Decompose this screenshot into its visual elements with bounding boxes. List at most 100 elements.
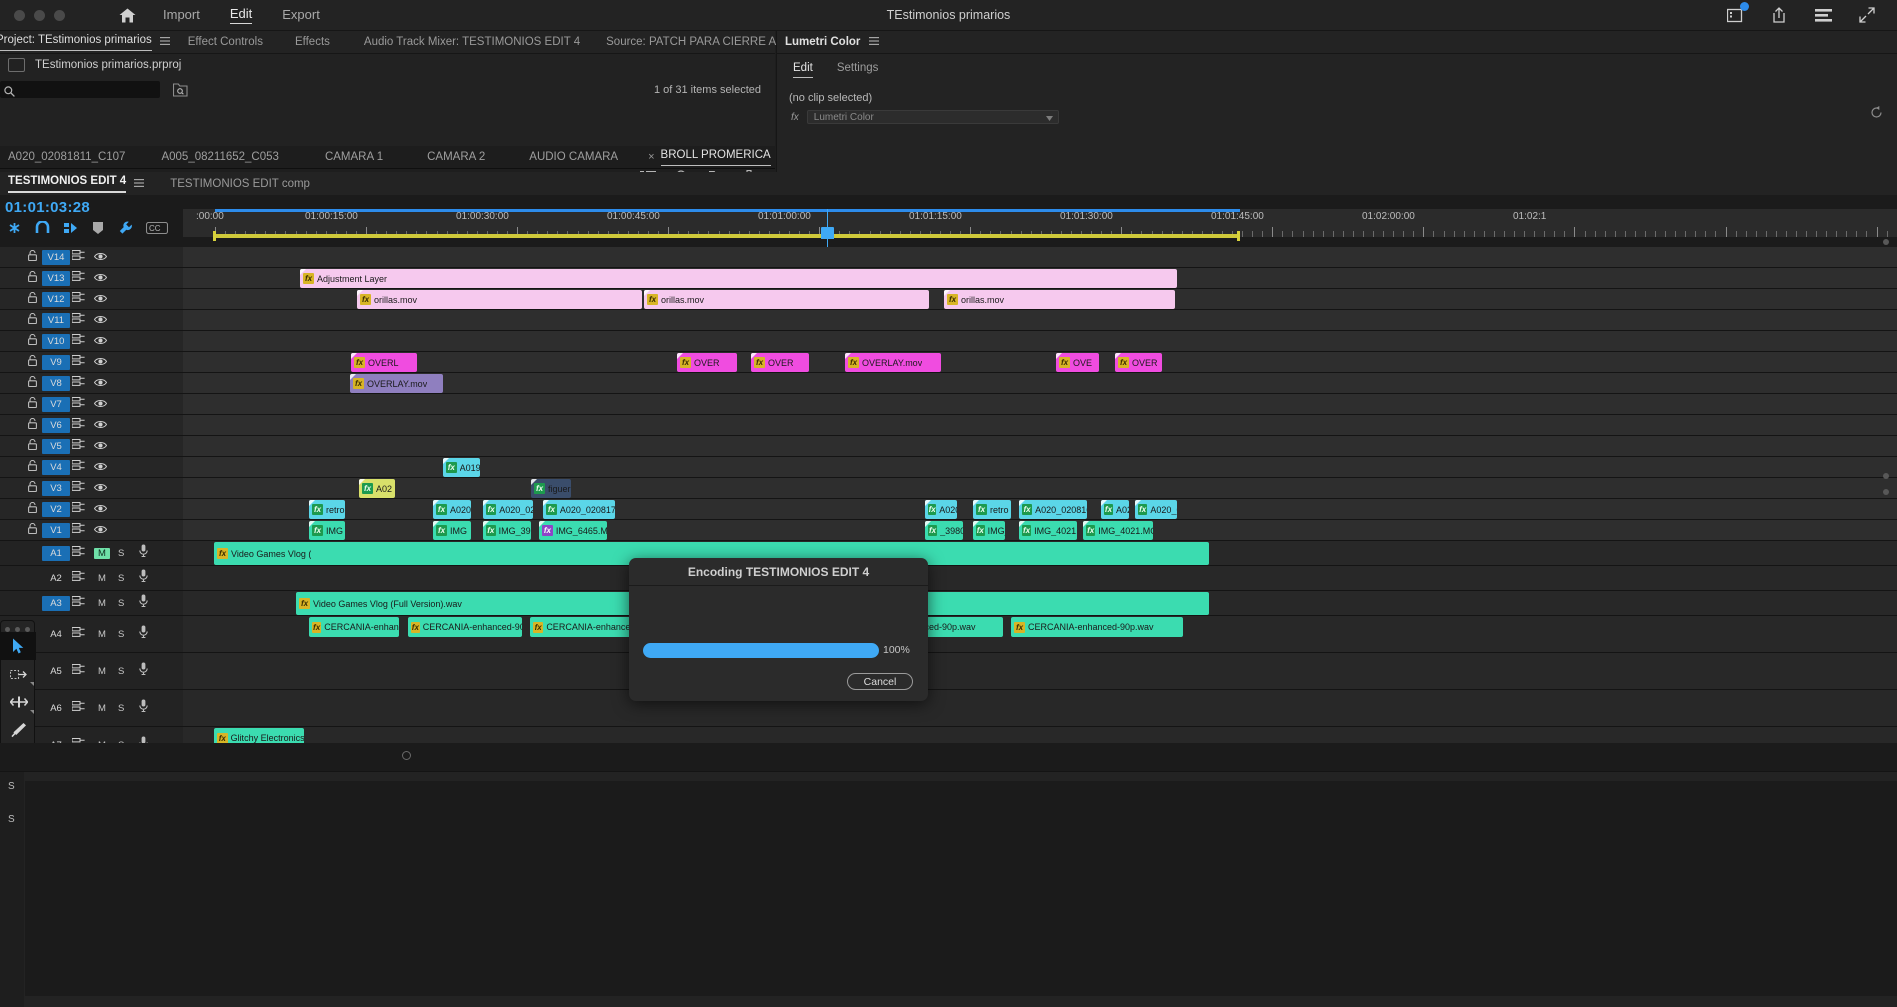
track-lane-a5[interactable] xyxy=(183,653,1897,690)
timeline-clip[interactable]: fx orillas.mov xyxy=(944,290,1175,309)
lock-icon[interactable] xyxy=(26,458,38,476)
main-nav[interactable]: Import Edit Export xyxy=(163,6,320,24)
track-visibility-icon[interactable] xyxy=(93,248,108,266)
track-lane-v11[interactable] xyxy=(183,310,1897,331)
track-header-v12[interactable]: V12 xyxy=(0,289,183,310)
microphone-icon[interactable] xyxy=(139,594,148,612)
solo-button[interactable]: S xyxy=(118,572,125,584)
timeline-clip[interactable]: fx retro xyxy=(973,500,1011,519)
lumetri-tab-settings[interactable]: Settings xyxy=(836,62,879,74)
track-lane-v8[interactable]: fx OVERLAY.mov xyxy=(183,373,1897,394)
timeline-clip[interactable]: fx IMG xyxy=(433,521,471,540)
solo-button[interactable]: S xyxy=(118,665,125,677)
track-visibility-icon[interactable] xyxy=(93,311,108,329)
track-lane-v7[interactable] xyxy=(183,394,1897,415)
sync-lock-icon[interactable] xyxy=(71,625,85,643)
track-visibility-icon[interactable] xyxy=(93,332,108,350)
lumetri-menu-icon[interactable] xyxy=(869,36,880,48)
minimize-button[interactable] xyxy=(34,9,45,21)
timeline-clip[interactable]: fx IMG xyxy=(309,521,345,540)
track-visibility-icon[interactable] xyxy=(93,269,108,287)
track-name-label[interactable]: A1 xyxy=(42,545,70,561)
timeline-clip[interactable]: fx A020 xyxy=(433,500,471,519)
timeline-ruler[interactable]: :00:00 01:00:15:00 01:00:30:00 01:00:45:00 0… xyxy=(183,209,1897,237)
track-name-label[interactable]: V5 xyxy=(42,438,70,454)
track-name-label[interactable]: A5 xyxy=(50,665,62,677)
lock-icon[interactable] xyxy=(26,416,38,434)
bottom-panel-track-heads[interactable]: S S xyxy=(0,772,24,1007)
sequence-tabs[interactable]: TESTIMONIOS EDIT 4 TESTIMONIOS EDIT comp xyxy=(0,172,1897,195)
sync-lock-icon[interactable] xyxy=(71,479,85,497)
source-bin-tabs[interactable]: A020_02081811_C107 A005_08211652_C053 CA… xyxy=(0,146,775,169)
track-visibility-icon[interactable] xyxy=(93,395,108,413)
lock-icon[interactable] xyxy=(26,437,38,455)
lumetri-tabs[interactable]: Edit Settings xyxy=(777,54,1897,78)
timeline-clip[interactable]: fx OVERLAY.mov xyxy=(350,374,443,393)
timeline-clip[interactable]: fx IMG_6465.M xyxy=(539,521,607,540)
lock-icon[interactable] xyxy=(26,311,38,329)
track-name-label[interactable]: V2 xyxy=(42,501,70,517)
solo-button[interactable]: S xyxy=(118,702,125,714)
sync-lock-icon[interactable] xyxy=(71,416,85,434)
microphone-icon[interactable] xyxy=(139,662,148,680)
project-search-box[interactable] xyxy=(0,81,160,98)
sync-lock-icon[interactable] xyxy=(71,353,85,371)
bottom-panel-content[interactable] xyxy=(25,781,1897,996)
sync-lock-icon[interactable] xyxy=(71,500,85,518)
timeline-clip[interactable]: fx OVERLAY.mov xyxy=(845,353,941,372)
sync-lock-icon[interactable] xyxy=(71,374,85,392)
track-lane-a3[interactable]: fx Video Games Vlog (Full Version).wav xyxy=(183,591,1897,616)
tab-project[interactable]: Project: TEstimonios primarios xyxy=(0,34,152,51)
track-visibility-icon[interactable] xyxy=(93,353,108,371)
audio-clip[interactable]: fx Video Games Vlog ( xyxy=(214,542,1209,565)
source-tab-audio-camara[interactable]: AUDIO CAMARA xyxy=(529,151,619,163)
track-header-v6[interactable]: V6 xyxy=(0,415,183,436)
track-header-v13[interactable]: V13 xyxy=(0,268,183,289)
microphone-icon[interactable] xyxy=(139,569,148,587)
project-file-row[interactable]: TEstimonios primarios.prproj xyxy=(0,54,775,76)
mute-button[interactable]: M xyxy=(98,665,106,677)
track-name-label[interactable]: A6 xyxy=(50,702,62,714)
track-lane-a1[interactable]: fx Video Games Vlog ( xyxy=(183,541,1897,566)
timeline-scroll-indicator[interactable] xyxy=(1883,239,1889,245)
snap-to-playhead-icon[interactable] xyxy=(0,218,28,238)
mute-button[interactable]: M xyxy=(98,597,106,609)
timeline-clip[interactable]: fx A019 xyxy=(443,458,480,477)
track-lane-v14[interactable] xyxy=(183,247,1897,268)
tools-panel-grip[interactable] xyxy=(1,627,34,632)
track-lane-v3[interactable]: fx A02 fx figuer xyxy=(183,478,1897,499)
source-tab-broll-promerica[interactable]: BROLL PROMERICA xyxy=(660,149,771,166)
track-lane-v9[interactable]: fx OVERL fx OVER fx OVER fx OVERLAY.mov fx OVE fx O… xyxy=(183,352,1897,373)
track-header-v4[interactable]: V4 xyxy=(0,457,183,478)
mute-button[interactable]: M xyxy=(98,702,106,714)
lumetri-reset-icon[interactable] xyxy=(1870,106,1883,124)
tab-effect-controls[interactable]: Effect Controls xyxy=(187,36,263,48)
sync-lock-icon[interactable] xyxy=(71,458,85,476)
in-out-range-bar[interactable] xyxy=(215,209,1240,212)
source-tab-camara-2[interactable]: CAMARA 2 xyxy=(427,151,486,163)
sync-lock-icon[interactable] xyxy=(71,248,85,266)
track-name-label[interactable]: V14 xyxy=(42,249,70,265)
mute-button[interactable]: M xyxy=(94,547,110,559)
track-visibility-icon[interactable] xyxy=(93,500,108,518)
playhead-handle[interactable] xyxy=(821,227,834,239)
timeline-clip[interactable]: fx retro xyxy=(309,500,345,519)
razor-tool[interactable] xyxy=(1,716,36,744)
bottom-solo-2[interactable]: S xyxy=(8,814,15,825)
track-visibility-icon[interactable] xyxy=(93,458,108,476)
tab-audio-track-mixer[interactable]: Audio Track Mixer: TESTIMONIOS EDIT 4 xyxy=(363,36,581,48)
zoom-scroll-handle[interactable] xyxy=(402,751,411,760)
timeline-scroll-indicator[interactable] xyxy=(1883,489,1889,495)
tab-effects[interactable]: Effects xyxy=(294,36,330,48)
ripple-edit-tool[interactable] xyxy=(1,688,36,716)
timeline-clip[interactable]: fx_3980. xyxy=(925,521,963,540)
track-name-label[interactable]: V7 xyxy=(42,396,70,412)
